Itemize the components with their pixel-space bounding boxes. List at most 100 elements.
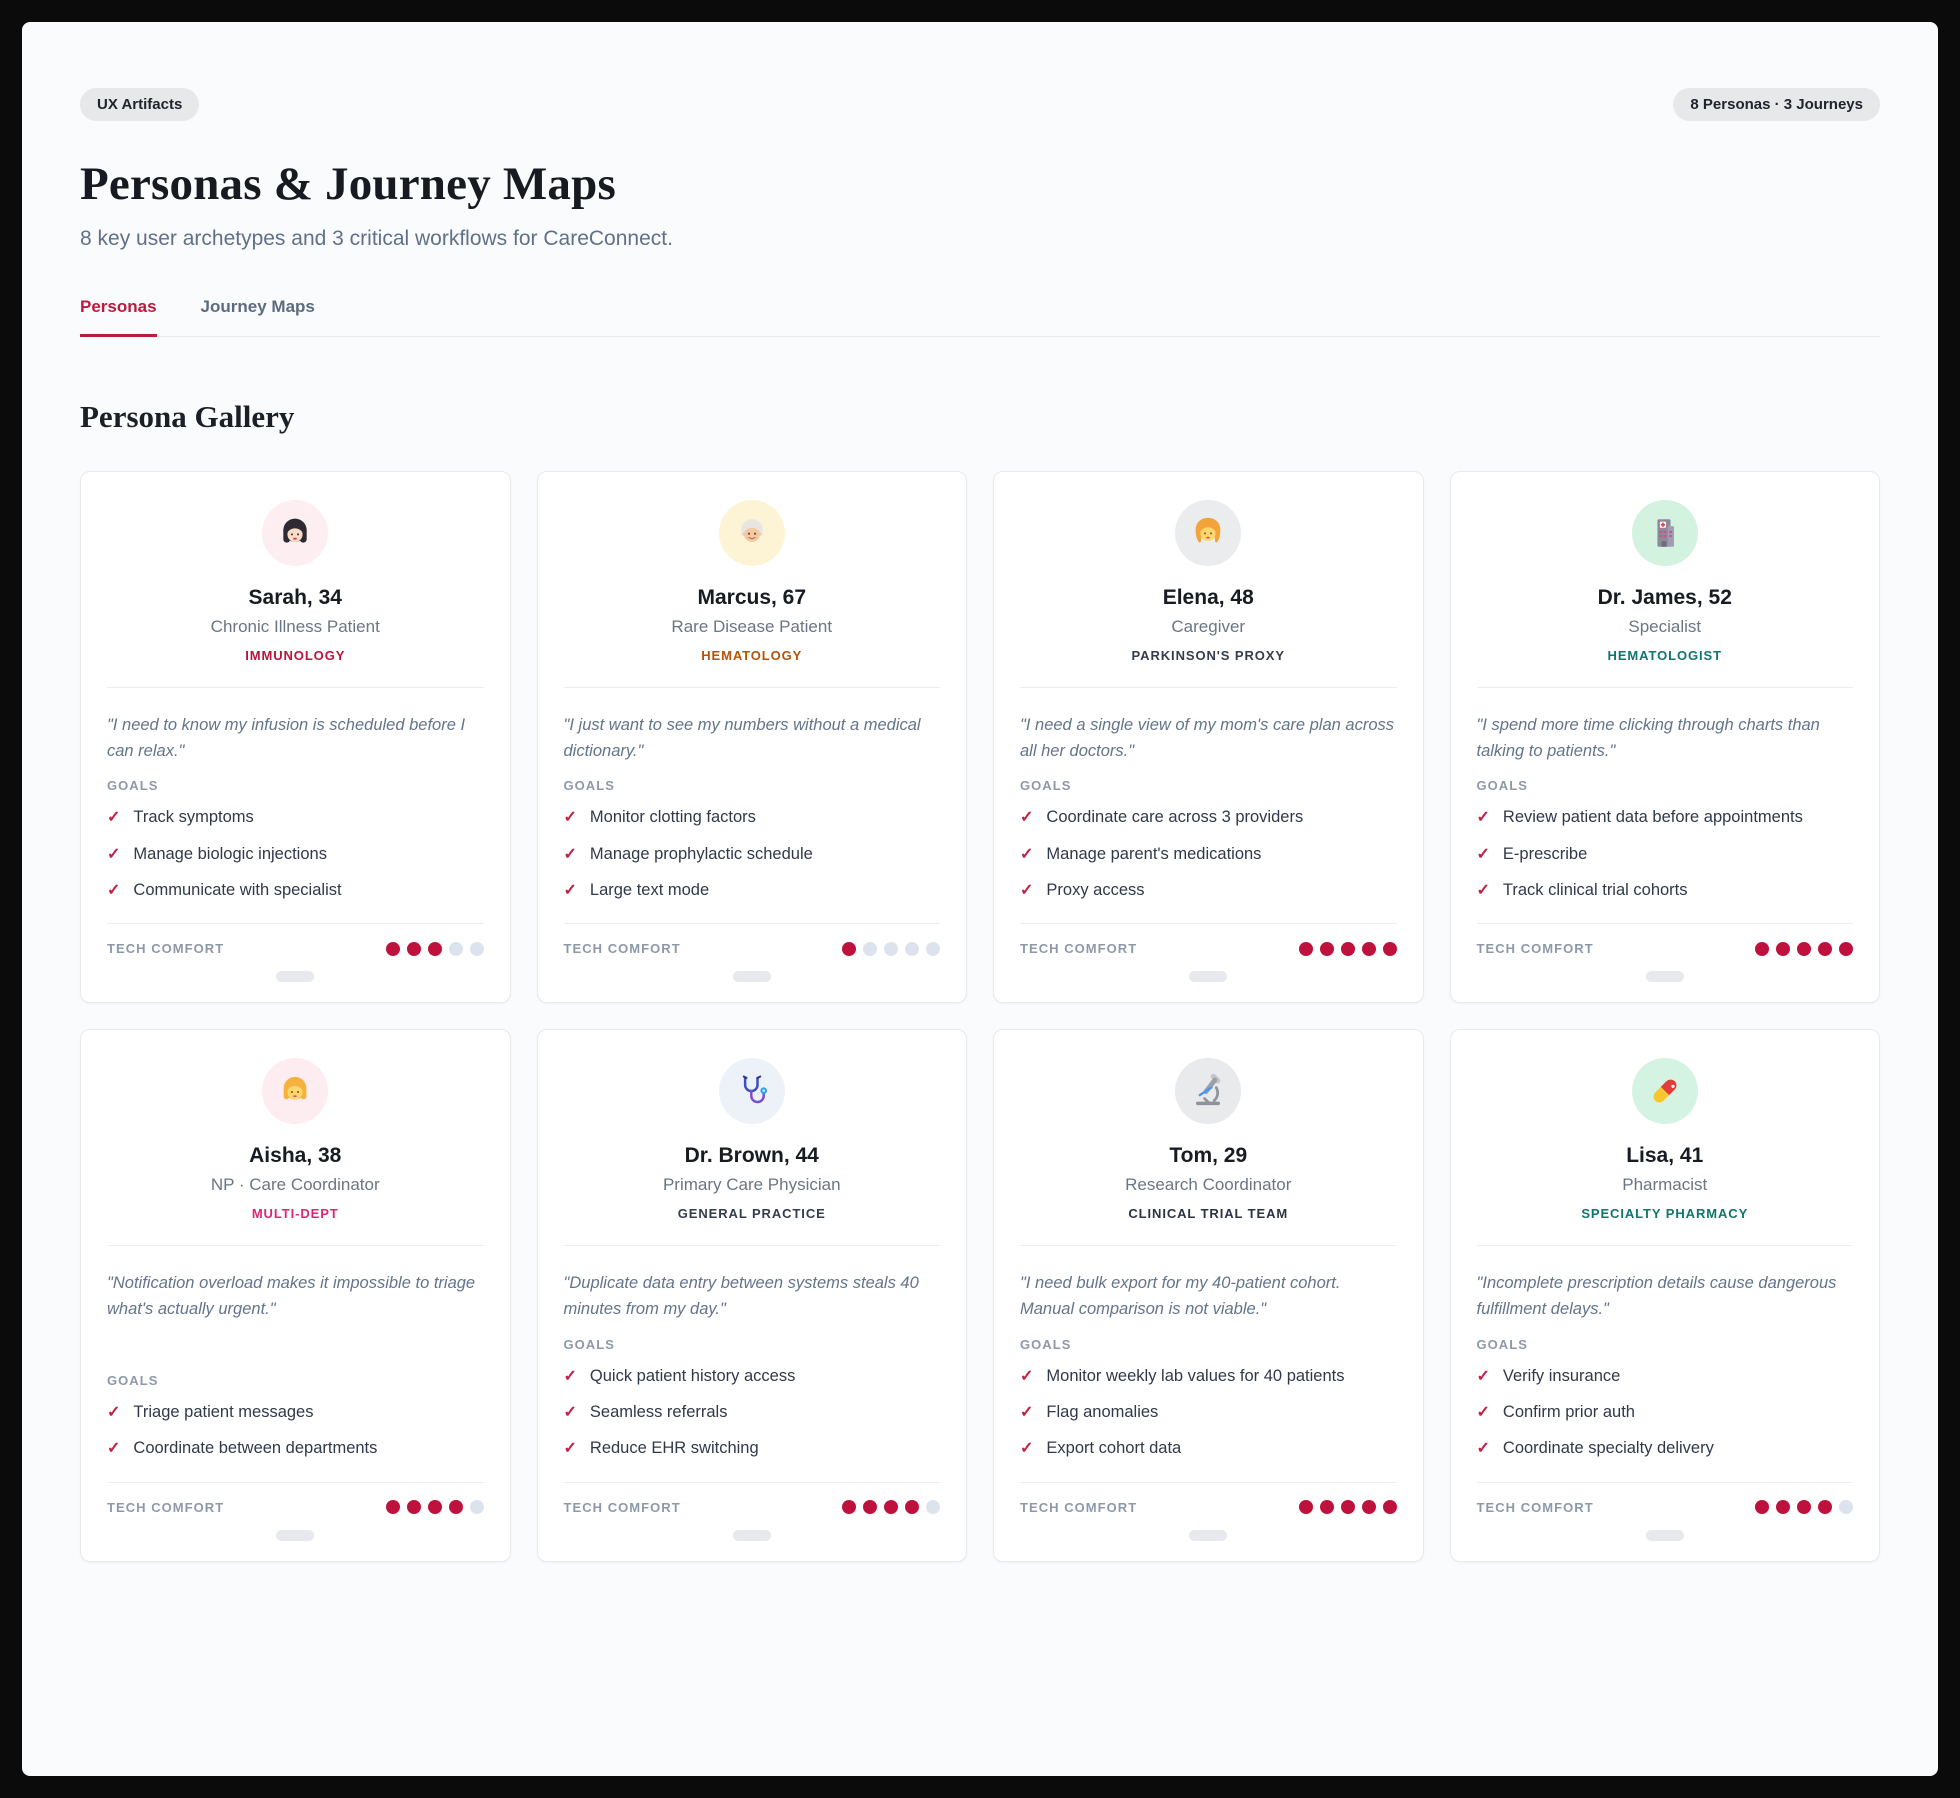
goal-item: ✓ Coordinate specialty delivery [1477, 1438, 1854, 1459]
tech-comfort-dots [842, 941, 940, 956]
goal-text: Proxy access [1046, 881, 1145, 899]
tech-comfort-row: TECH COMFORT [1477, 941, 1853, 956]
persona-specialty-tag: HEMATOLOGIST [1607, 648, 1722, 663]
goal-text: Quick patient history access [589, 1366, 796, 1385]
tech-comfort-dot [469, 941, 484, 956]
persona-card[interactable]: Dr. Brown, 44 Primary Care Physician GEN… [536, 1029, 967, 1562]
persona-card[interactable]: Aisha, 38 NP · Care Coordinator MULTI-DE… [80, 1029, 511, 1562]
goals-label: GOALS [107, 778, 159, 794]
tech-comfort-dot [385, 941, 400, 956]
card-expand-handle[interactable] [276, 1529, 315, 1541]
persona-role: Chronic Illness Patient [210, 617, 380, 636]
persona-role: Caregiver [1171, 617, 1246, 636]
persona-card-header: Sarah, 34 Chronic Illness Patient IMMUNO… [107, 500, 484, 663]
persona-name: Dr. James, 52 [1597, 586, 1732, 609]
persona-card[interactable]: Marcus, 67 Rare Disease Patient HEMATOLO… [536, 471, 967, 1004]
check-icon: ✓ [1476, 1440, 1490, 1458]
divider [1020, 1481, 1397, 1483]
check-icon: ✓ [563, 1367, 577, 1385]
check-icon: ✓ [563, 882, 577, 899]
card-expand-handle[interactable] [732, 971, 771, 983]
persona-card[interactable]: Lisa, 41 Pharmacist SPECIALTY PHARMACY "… [1449, 1029, 1880, 1562]
goals-list: ✓ Review patient data before appointments… [1477, 807, 1854, 901]
avatar-icon [1186, 1069, 1230, 1113]
card-expand-handle[interactable] [1645, 1529, 1684, 1541]
tab-personas[interactable]: Personas [80, 297, 157, 337]
check-icon: ✓ [1476, 809, 1490, 827]
goal-item: ✓ Manage biologic injections [107, 844, 484, 865]
persona-specialty-tag: CLINICAL TRIAL TEAM [1128, 1206, 1289, 1222]
tech-comfort-label: TECH COMFORT [563, 1499, 681, 1515]
tech-comfort-dot [842, 1500, 856, 1515]
tech-comfort-dot [926, 1500, 940, 1515]
tech-comfort-dot [1818, 941, 1832, 956]
hospital-avatar-icon [1631, 500, 1698, 566]
goal-text: Triage patient messages [133, 1403, 314, 1421]
goal-text: Review patient data before appointments [1502, 808, 1803, 827]
goal-text: Manage prophylactic schedule [589, 844, 813, 863]
divider [1020, 1245, 1397, 1247]
goal-item: ✓ Quick patient history access [564, 1366, 941, 1387]
tab-journey-maps[interactable]: Journey Maps [200, 297, 315, 316]
tech-comfort-dot [1839, 941, 1853, 956]
tech-comfort-row: TECH COMFORT [1020, 1500, 1397, 1515]
avatar-icon [273, 511, 317, 555]
tech-comfort-dot [1361, 941, 1376, 956]
tech-comfort-dot [1361, 1500, 1376, 1515]
goal-text: Track symptoms [133, 808, 254, 827]
divider [1020, 923, 1397, 925]
divider [1476, 923, 1853, 925]
persona-role: Specialist [1628, 617, 1702, 636]
goal-item: ✓ Communicate with specialist [107, 880, 484, 901]
tech-comfort-row: TECH COMFORT [1020, 941, 1397, 956]
goal-text: Export cohort data [1046, 1439, 1182, 1458]
persona-specialty-tag: IMMUNOLOGY [245, 648, 346, 663]
persona-card[interactable]: Elena, 48 Caregiver PARKINSON'S PROXY "I… [993, 471, 1424, 1004]
goal-text: Large text mode [589, 881, 710, 899]
card-expand-handle[interactable] [1645, 971, 1684, 983]
card-expand-handle[interactable] [732, 1529, 771, 1541]
tech-comfort-dot [863, 941, 877, 956]
goals-section: GOALS ✓ Review patient data before appoin… [1477, 778, 1854, 901]
persona-quote: "I need bulk export for my 40-patient co… [1020, 1274, 1341, 1318]
tech-comfort-dot [1755, 1500, 1769, 1515]
persona-card[interactable]: Sarah, 34 Chronic Illness Patient IMMUNO… [80, 471, 511, 1004]
check-icon: ✓ [1020, 1367, 1034, 1385]
persona-card-header: Elena, 48 Caregiver PARKINSON'S PROXY [1020, 500, 1397, 663]
goals-label: GOALS [1020, 778, 1072, 794]
card-expand-handle[interactable] [276, 971, 315, 983]
card-expand-handle[interactable] [1189, 971, 1228, 983]
persona-card-header: Marcus, 67 Rare Disease Patient HEMATOLO… [564, 500, 941, 663]
persona-role: Pharmacist [1622, 1175, 1708, 1195]
persona-quote: "I spend more time clicking through char… [1476, 716, 1820, 760]
goal-item: ✓ Triage patient messages [107, 1402, 484, 1423]
tech-comfort-dot [427, 1500, 442, 1515]
persona-role: Rare Disease Patient [671, 617, 833, 636]
check-icon: ✓ [1020, 882, 1034, 899]
goals-list: ✓ Monitor clotting factors ✓ Manage prophyl… [564, 807, 941, 901]
persona-specialty-tag: GENERAL PRACTICE [677, 1206, 826, 1222]
blonde-woman-avatar-icon [1175, 500, 1242, 566]
goal-text: Seamless referrals [589, 1403, 728, 1421]
check-icon: ✓ [1476, 845, 1490, 863]
goal-item: ✓ Monitor weekly lab values for 40 patien… [1020, 1366, 1397, 1387]
check-icon: ✓ [563, 1440, 577, 1458]
persona-card[interactable]: Tom, 29 Research Coordinator CLINICAL TR… [993, 1029, 1424, 1562]
goal-text: Verify insurance [1502, 1366, 1621, 1385]
goals-label: GOALS [563, 1336, 615, 1352]
card-expand-handle[interactable] [1189, 1529, 1228, 1541]
persona-card[interactable]: Dr. James, 52 Specialist HEMATOLOGIST "I… [1449, 471, 1880, 1004]
persona-role: Primary Care Physician [662, 1175, 841, 1195]
goal-item: ✓ Track symptoms [107, 807, 484, 828]
tech-comfort-dot [1319, 1500, 1334, 1515]
check-icon: ✓ [107, 809, 121, 827]
avatar-icon [1186, 511, 1230, 555]
divider [1476, 1245, 1853, 1247]
tech-comfort-dot [1797, 941, 1811, 956]
persona-quote: "I just want to see my numbers without a… [563, 716, 921, 760]
check-icon: ✓ [1020, 809, 1034, 827]
tech-comfort-dot [1298, 941, 1313, 956]
tech-comfort-dot [1839, 1500, 1853, 1515]
tech-comfort-dots [1755, 941, 1853, 956]
